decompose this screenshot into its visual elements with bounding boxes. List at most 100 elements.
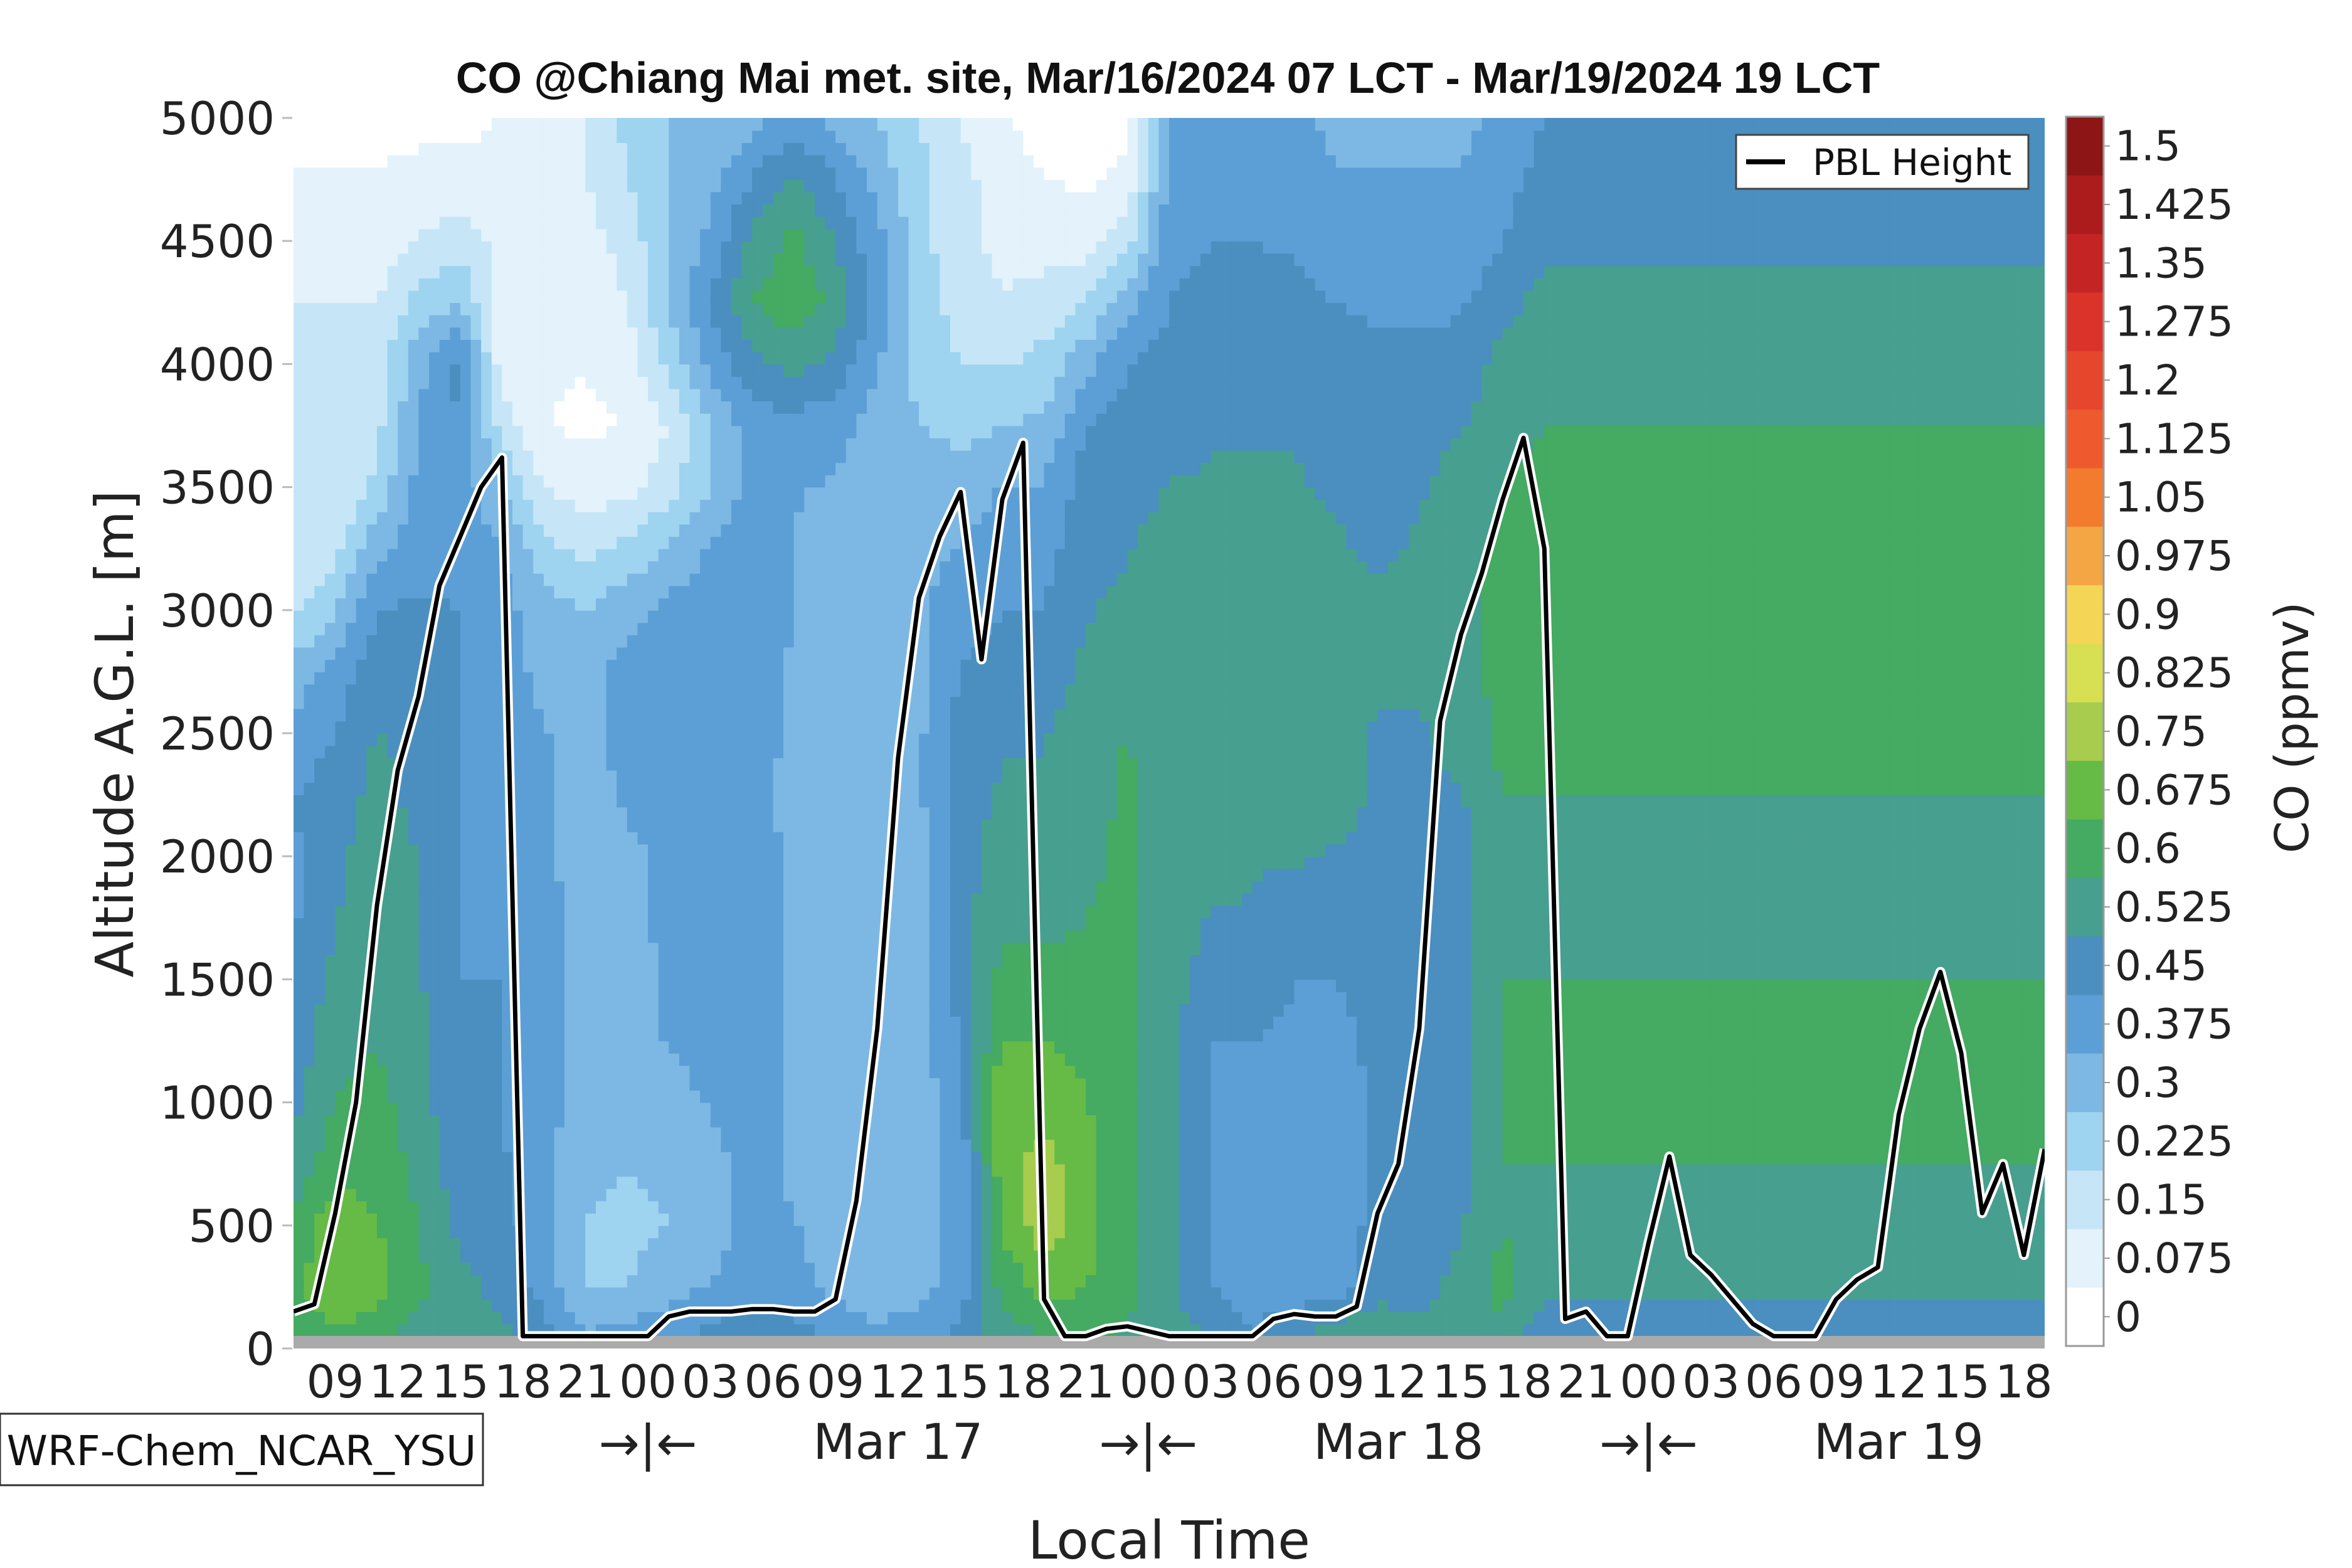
heat-cell xyxy=(773,1225,784,1239)
heat-cell xyxy=(346,130,357,143)
heat-cell xyxy=(502,1213,513,1226)
heat-cell xyxy=(762,561,774,574)
heat-cell xyxy=(335,1274,346,1288)
heat-cell xyxy=(554,499,565,512)
heat-cell xyxy=(721,1188,732,1202)
heat-cell xyxy=(617,462,628,475)
heat-cell xyxy=(335,376,346,389)
heat-cell xyxy=(304,696,315,709)
heat-cell xyxy=(689,1016,701,1029)
heat-cell xyxy=(491,179,503,193)
heat-cell xyxy=(731,610,743,623)
heat-cell xyxy=(804,1274,815,1288)
heat-cell xyxy=(408,364,420,377)
heat-cell xyxy=(366,1311,378,1325)
heat-cell xyxy=(710,795,722,808)
heat-cell xyxy=(575,942,586,955)
heat-cell xyxy=(658,1163,670,1177)
heat-cell xyxy=(377,314,388,328)
heat-cell xyxy=(762,1286,774,1300)
heat-cell xyxy=(491,1299,503,1312)
heat-cell xyxy=(377,265,388,278)
heat-cell xyxy=(408,573,420,586)
heat-cell xyxy=(460,364,472,377)
heat-cell xyxy=(637,745,649,758)
heat-cell xyxy=(689,278,701,291)
heat-cell xyxy=(387,1139,398,1152)
heat-cell xyxy=(596,351,607,365)
heat-cell xyxy=(658,942,670,955)
heat-cell xyxy=(304,807,315,820)
heat-cell xyxy=(648,142,659,156)
heat-cell xyxy=(648,314,659,328)
heat-cell xyxy=(793,1016,805,1029)
heat-cell xyxy=(512,425,524,438)
heat-cell xyxy=(294,1225,305,1239)
heat-cell xyxy=(752,204,763,217)
heat-cell xyxy=(658,1041,670,1054)
heat-cell xyxy=(773,955,784,968)
heat-cell xyxy=(741,918,753,931)
heat-cell xyxy=(460,290,472,304)
heat-cell xyxy=(491,1152,503,1165)
heat-cell xyxy=(481,167,492,180)
heat-cell xyxy=(450,1065,461,1079)
heat-cell xyxy=(669,450,680,464)
heat-cell xyxy=(522,1152,534,1165)
heat-cell xyxy=(596,733,607,746)
heat-cell xyxy=(470,327,482,340)
heat-cell xyxy=(648,290,659,304)
heat-cell xyxy=(387,635,398,648)
heat-cell xyxy=(669,585,680,598)
heat-cell xyxy=(398,413,409,426)
heat-cell xyxy=(637,499,649,512)
heat-cell xyxy=(793,832,805,845)
heat-cell xyxy=(522,979,534,992)
heat-cell xyxy=(418,228,430,241)
heat-cell xyxy=(564,1200,576,1214)
heat-cell xyxy=(429,1139,440,1152)
heat-cell xyxy=(637,1225,649,1239)
heat-cell xyxy=(543,1126,555,1140)
heat-cell xyxy=(491,893,503,906)
heat-cell xyxy=(304,992,315,1005)
heat-cell xyxy=(804,684,815,697)
heat-cell xyxy=(564,708,576,722)
heat-cell xyxy=(575,1090,586,1103)
heat-cell xyxy=(335,216,346,230)
heat-cell xyxy=(689,425,701,438)
heat-cell xyxy=(606,1286,617,1300)
heat-cell xyxy=(304,1213,315,1226)
heat-cell xyxy=(606,758,617,771)
heat-cell xyxy=(366,511,378,525)
heat-cell xyxy=(522,745,534,758)
heat-cell xyxy=(408,635,420,648)
heat-cell xyxy=(470,758,482,771)
heat-cell xyxy=(575,1237,586,1251)
heat-cell xyxy=(804,819,815,832)
heat-cell xyxy=(585,905,596,919)
heat-cell xyxy=(689,118,701,131)
heat-cell xyxy=(304,1004,315,1017)
heat-cell xyxy=(731,1078,743,1091)
heat-cell xyxy=(793,364,805,377)
heat-cell xyxy=(356,807,368,820)
heat-cell xyxy=(460,1237,472,1251)
heat-cell xyxy=(294,1237,305,1251)
heat-cell xyxy=(314,376,326,389)
heat-cell xyxy=(304,130,315,143)
heat-cell xyxy=(398,487,409,500)
heat-cell xyxy=(679,388,691,401)
heat-cell xyxy=(596,1041,607,1054)
heat-cell xyxy=(710,992,722,1005)
heat-cell xyxy=(721,413,732,426)
heat-cell xyxy=(554,992,565,1005)
heat-cell xyxy=(522,154,534,168)
heat-cell xyxy=(585,1016,596,1029)
heat-cell xyxy=(648,844,659,857)
heat-cell xyxy=(783,573,795,586)
heat-cell xyxy=(356,647,368,660)
heat-cell xyxy=(398,167,409,180)
heat-cell xyxy=(617,278,628,291)
heat-cell xyxy=(783,524,795,537)
